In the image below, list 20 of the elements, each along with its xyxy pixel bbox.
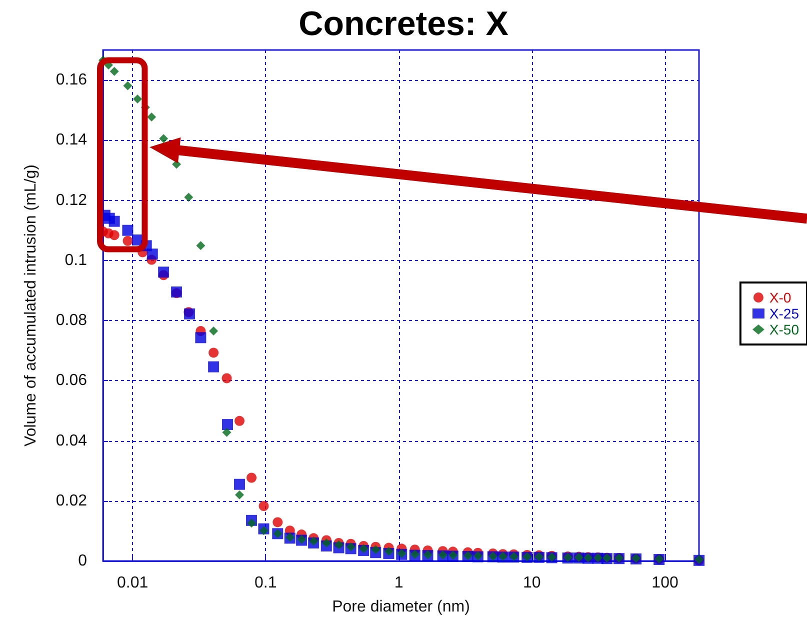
y-tick-label: 0.06 <box>56 372 88 390</box>
chart-title: Concretes: X <box>298 5 509 43</box>
y-tick-label: 0.08 <box>56 312 88 330</box>
y-tick-label: 0.1 <box>64 252 88 269</box>
x-tick-label: 1 <box>394 574 404 592</box>
legend-label: X-0 <box>769 290 792 306</box>
x-tick-label: 0.01 <box>116 574 148 592</box>
y-tick-label: 0.04 <box>56 432 88 450</box>
x-axis-title: Pore diameter (nm) <box>332 598 470 616</box>
y-tick-label: 0 <box>78 552 88 570</box>
y-tick-label: 0.02 <box>56 492 88 510</box>
legend-label: X-25 <box>769 306 800 322</box>
x-tick-label: 0.1 <box>254 574 277 592</box>
legend-label: X-50 <box>769 322 800 338</box>
x-tick-label: 100 <box>652 574 678 592</box>
x-tick-label: 10 <box>523 574 541 592</box>
y-axis-title: Volume of accumulated intrusion (mL/g) <box>22 164 40 446</box>
y-tick-label: 0.14 <box>56 132 88 149</box>
y-tick-label: 0.16 <box>56 72 88 89</box>
y-tick-label: 0.12 <box>56 192 88 209</box>
